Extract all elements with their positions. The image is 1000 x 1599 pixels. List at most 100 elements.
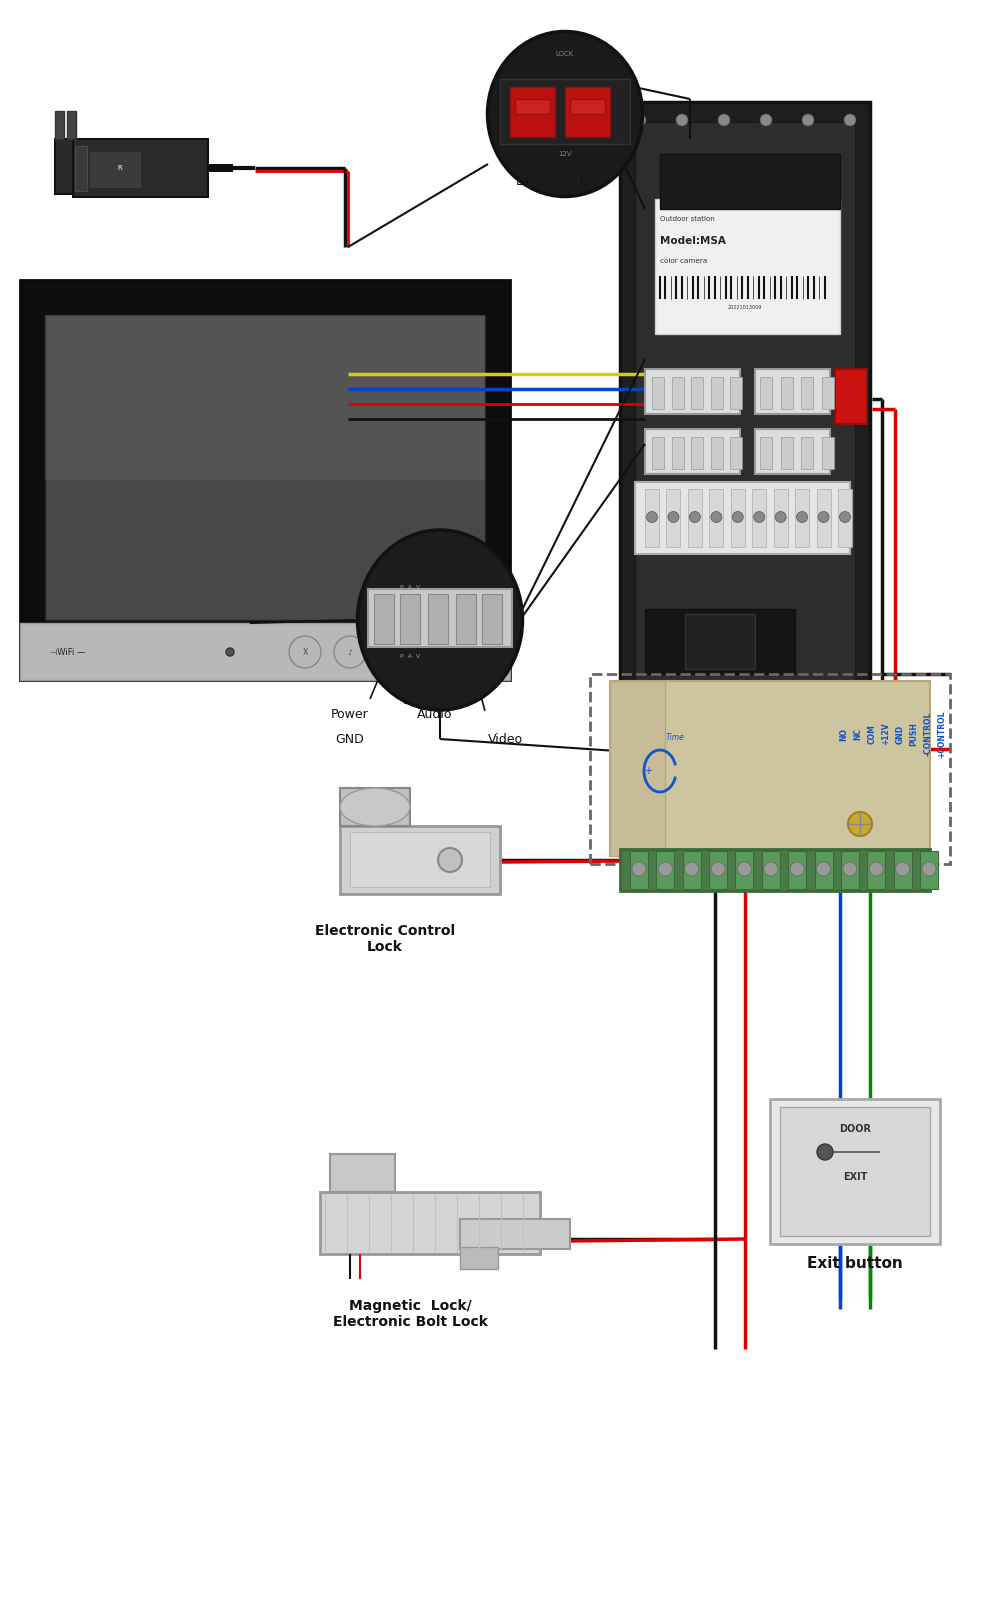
Bar bbox=[730, 437, 742, 469]
Bar bbox=[75, 146, 87, 190]
Bar bbox=[20, 624, 510, 680]
Circle shape bbox=[676, 114, 688, 126]
Bar bbox=[760, 437, 772, 469]
Text: 12V: 12V bbox=[558, 150, 572, 157]
Bar bbox=[655, 198, 840, 334]
Text: Outdoor station: Outdoor station bbox=[660, 216, 715, 222]
Bar bbox=[709, 489, 723, 547]
Bar bbox=[610, 681, 930, 855]
Text: ⚿: ⚿ bbox=[393, 648, 397, 657]
Bar bbox=[620, 849, 930, 891]
Bar bbox=[570, 99, 605, 114]
Circle shape bbox=[848, 812, 872, 836]
Bar bbox=[340, 788, 410, 827]
Text: R: R bbox=[118, 165, 122, 171]
Bar bbox=[710, 437, 722, 469]
Circle shape bbox=[658, 862, 672, 876]
Bar bbox=[795, 489, 809, 547]
Circle shape bbox=[797, 512, 808, 523]
Bar bbox=[660, 154, 840, 209]
Circle shape bbox=[764, 862, 778, 876]
Bar bbox=[755, 369, 830, 414]
Bar bbox=[838, 489, 852, 547]
Bar bbox=[350, 831, 490, 887]
Bar bbox=[635, 122, 855, 700]
Bar bbox=[90, 152, 140, 187]
Bar bbox=[762, 851, 780, 889]
Text: color camera: color camera bbox=[660, 257, 707, 264]
Bar bbox=[565, 86, 610, 138]
Bar bbox=[666, 489, 680, 547]
Bar bbox=[515, 99, 550, 114]
Bar bbox=[691, 377, 703, 409]
Text: Model:MSA: Model:MSA bbox=[660, 237, 726, 246]
Ellipse shape bbox=[358, 529, 523, 710]
Circle shape bbox=[668, 512, 679, 523]
Text: Exit button: Exit button bbox=[807, 1257, 903, 1271]
Bar bbox=[460, 1218, 570, 1249]
Text: COM: COM bbox=[868, 724, 877, 744]
Ellipse shape bbox=[289, 636, 321, 668]
Circle shape bbox=[632, 862, 646, 876]
Circle shape bbox=[718, 114, 730, 126]
Bar bbox=[780, 1107, 930, 1236]
Text: ☎: ☎ bbox=[435, 648, 445, 657]
Bar bbox=[500, 78, 630, 144]
Bar bbox=[208, 165, 233, 173]
Bar bbox=[685, 614, 755, 668]
Bar bbox=[691, 437, 703, 469]
Bar bbox=[672, 377, 684, 409]
Bar bbox=[652, 437, 664, 469]
Bar bbox=[428, 593, 448, 644]
Text: PUSH: PUSH bbox=[910, 723, 918, 747]
Bar bbox=[630, 851, 648, 889]
Text: Time: Time bbox=[666, 732, 684, 742]
Bar bbox=[656, 851, 674, 889]
Text: X: X bbox=[302, 648, 308, 657]
Text: +: + bbox=[644, 766, 652, 776]
Text: Audio: Audio bbox=[417, 707, 453, 721]
Bar bbox=[835, 369, 867, 424]
Bar bbox=[920, 851, 938, 889]
Text: GND: GND bbox=[336, 732, 364, 745]
Ellipse shape bbox=[340, 788, 410, 827]
Bar bbox=[20, 280, 510, 680]
Circle shape bbox=[732, 512, 743, 523]
Bar bbox=[55, 110, 64, 139]
Bar bbox=[73, 139, 208, 197]
Bar bbox=[510, 86, 555, 138]
Text: +CONTROL: +CONTROL bbox=[938, 710, 946, 758]
Circle shape bbox=[634, 114, 646, 126]
Text: NC: NC bbox=[854, 728, 862, 740]
Bar bbox=[645, 369, 740, 414]
Text: Magnetic  Lock/
Electronic Bolt Lock: Magnetic Lock/ Electronic Bolt Lock bbox=[333, 1298, 487, 1329]
Text: Video: Video bbox=[487, 732, 523, 745]
Bar bbox=[730, 377, 742, 409]
Bar bbox=[817, 489, 831, 547]
Bar bbox=[460, 1247, 498, 1270]
Bar bbox=[645, 489, 659, 547]
Circle shape bbox=[869, 862, 883, 876]
Bar bbox=[774, 489, 788, 547]
Bar bbox=[755, 429, 830, 473]
Circle shape bbox=[760, 114, 772, 126]
Ellipse shape bbox=[334, 636, 366, 668]
Circle shape bbox=[843, 862, 857, 876]
Ellipse shape bbox=[424, 636, 456, 668]
Text: P  A  V: P A V bbox=[400, 585, 420, 590]
Circle shape bbox=[922, 862, 936, 876]
Bar bbox=[645, 429, 740, 473]
Circle shape bbox=[775, 512, 786, 523]
Bar bbox=[709, 851, 727, 889]
Bar bbox=[67, 110, 76, 139]
Text: GND: GND bbox=[896, 724, 904, 744]
Bar bbox=[374, 593, 394, 644]
Bar bbox=[822, 377, 834, 409]
Bar bbox=[368, 588, 512, 648]
Bar bbox=[672, 437, 684, 469]
Bar bbox=[620, 102, 870, 720]
Bar bbox=[456, 593, 476, 644]
Text: Electronic Control
Lock: Electronic Control Lock bbox=[315, 924, 455, 955]
Bar bbox=[731, 489, 745, 547]
Bar bbox=[770, 1099, 940, 1244]
